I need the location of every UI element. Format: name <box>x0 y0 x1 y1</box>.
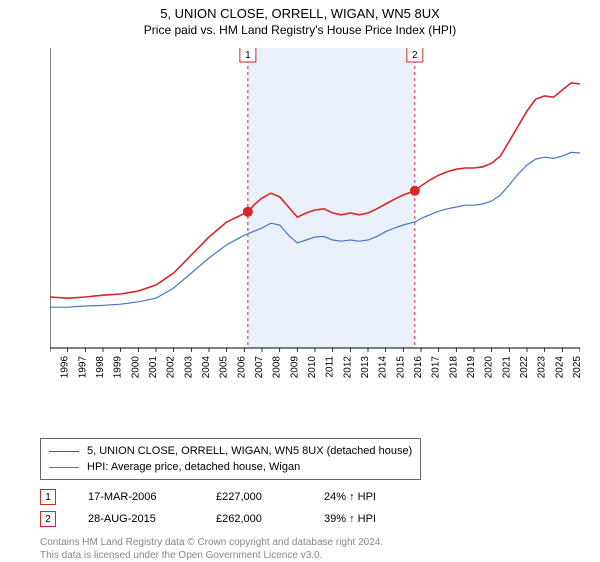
legend-row: 5, UNION CLOSE, ORRELL, WIGAN, WN5 8UX (… <box>49 443 412 459</box>
svg-text:2012: 2012 <box>342 356 353 379</box>
svg-text:2022: 2022 <box>519 356 530 379</box>
event-delta: 24% ↑ HPI <box>324 491 376 503</box>
svg-text:2005: 2005 <box>219 356 230 379</box>
svg-text:2024: 2024 <box>554 356 565 379</box>
event-row: 1 17-MAR-2006 £227,000 24% ↑ HPI <box>40 486 580 508</box>
svg-text:2000: 2000 <box>130 356 141 379</box>
svg-text:1997: 1997 <box>77 356 88 379</box>
copyright-line1: Contains HM Land Registry data © Crown c… <box>40 536 580 549</box>
event-price: £227,000 <box>216 491 296 503</box>
legend-box: 5, UNION CLOSE, ORRELL, WIGAN, WN5 8UX (… <box>40 438 421 480</box>
svg-text:2025: 2025 <box>572 356 580 379</box>
svg-text:2018: 2018 <box>448 356 459 379</box>
svg-text:1999: 1999 <box>113 356 124 379</box>
chart-area: £0£50K£100K£150K£200K£250K£300K£350K£400… <box>50 48 580 378</box>
legend-swatch <box>49 451 79 452</box>
svg-text:2006: 2006 <box>236 356 247 379</box>
svg-text:2017: 2017 <box>431 356 442 379</box>
svg-text:1996: 1996 <box>60 356 71 379</box>
svg-text:2009: 2009 <box>289 356 300 379</box>
event-marker: 1 <box>40 489 56 505</box>
svg-text:2020: 2020 <box>484 356 495 379</box>
legend-swatch <box>49 467 79 468</box>
legend-label: 5, UNION CLOSE, ORRELL, WIGAN, WN5 8UX (… <box>87 443 412 459</box>
title-block: 5, UNION CLOSE, ORRELL, WIGAN, WN5 8UX P… <box>0 0 600 37</box>
svg-text:2013: 2013 <box>360 356 371 379</box>
svg-text:2014: 2014 <box>378 356 389 379</box>
event-row: 2 28-AUG-2015 £262,000 39% ↑ HPI <box>40 508 580 530</box>
title-sub: Price paid vs. HM Land Registry's House … <box>0 23 600 37</box>
legend-row: HPI: Average price, detached house, Wiga… <box>49 459 412 475</box>
svg-text:2016: 2016 <box>413 356 424 379</box>
svg-text:2007: 2007 <box>254 356 265 379</box>
chart-svg: £0£50K£100K£150K£200K£250K£300K£350K£400… <box>50 48 580 428</box>
event-table: 1 17-MAR-2006 £227,000 24% ↑ HPI 2 28-AUG-201… <box>40 486 580 530</box>
svg-text:2003: 2003 <box>183 356 194 379</box>
svg-text:2011: 2011 <box>325 356 336 378</box>
svg-text:1: 1 <box>245 50 251 61</box>
svg-text:2019: 2019 <box>466 356 477 379</box>
svg-text:2023: 2023 <box>537 356 548 379</box>
svg-text:2021: 2021 <box>501 356 512 379</box>
svg-text:2008: 2008 <box>272 356 283 379</box>
legend-label: HPI: Average price, detached house, Wiga… <box>87 459 300 475</box>
copyright-line2: This data is licensed under the Open Gov… <box>40 549 580 562</box>
event-date: 17-MAR-2006 <box>88 491 188 503</box>
event-price: £262,000 <box>216 513 296 525</box>
svg-text:2010: 2010 <box>307 356 318 379</box>
svg-text:2004: 2004 <box>201 356 212 379</box>
svg-text:2001: 2001 <box>148 356 159 379</box>
svg-text:2015: 2015 <box>395 356 406 379</box>
event-date: 28-AUG-2015 <box>88 513 188 525</box>
svg-text:1998: 1998 <box>95 356 106 379</box>
event-delta: 39% ↑ HPI <box>324 513 376 525</box>
svg-text:2002: 2002 <box>166 356 177 379</box>
svg-text:2: 2 <box>412 50 418 61</box>
copyright-block: Contains HM Land Registry data © Crown c… <box>40 536 580 562</box>
footer-area: 5, UNION CLOSE, ORRELL, WIGAN, WN5 8UX (… <box>40 438 580 562</box>
svg-text:1995: 1995 <box>50 356 53 379</box>
title-main: 5, UNION CLOSE, ORRELL, WIGAN, WN5 8UX <box>0 6 600 21</box>
event-marker: 2 <box>40 511 56 527</box>
chart-container: 5, UNION CLOSE, ORRELL, WIGAN, WN5 8UX P… <box>0 0 600 560</box>
